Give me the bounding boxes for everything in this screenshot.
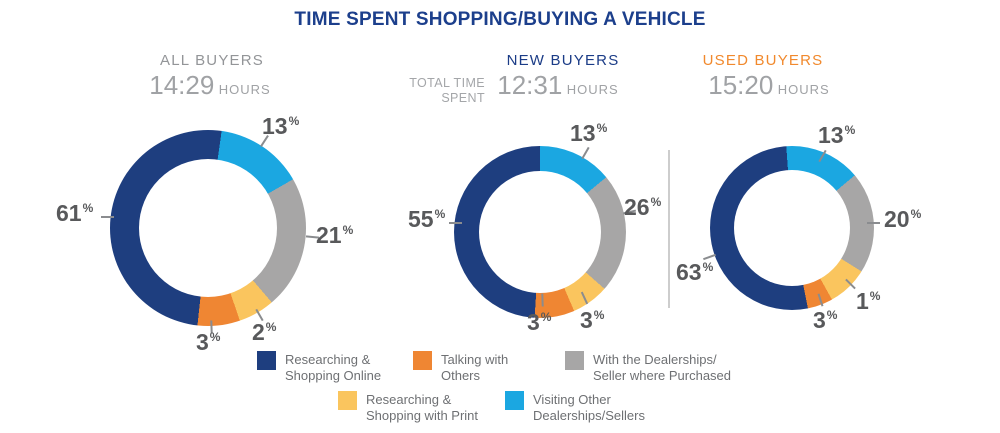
legend-swatch-orange [413,351,432,370]
legend-label-line: Others [441,368,481,384]
pct-value: 1 [856,288,869,314]
hours-unit-label: HOURS [218,82,271,97]
total-time-new-buyers: 12:31 HOURS [453,70,663,101]
percent-sign: % [540,310,552,324]
pct-label-shopping-online: 63% [676,261,713,284]
legend-swatch-lightblue [505,391,524,410]
pct-value: 13 [262,113,288,139]
pct-label-shopping-print: 2% [252,321,276,344]
percent-sign: % [869,289,881,303]
percent-sign: % [844,123,856,137]
percent-sign: % [434,207,446,221]
legend-label-line: Talking with [441,352,509,367]
chart-title-new-buyers: NEW BUYERS [506,52,620,69]
pct-label-visiting-other: 13% [570,122,607,145]
pct-value: 3 [196,329,209,355]
legend-label-line: Researching & [366,392,452,407]
hours-value: 15:20 [708,70,774,100]
pct-label-talking-others: 3% [527,311,551,334]
pct-value: 13 [570,120,596,146]
pct-label-shopping-online: 55% [408,208,445,231]
percent-sign: % [288,114,300,128]
legend-label-line: Shopping Online [285,368,382,384]
pct-label-shopping-print: 3% [580,309,604,332]
legend-label-line: Visiting Other [533,392,611,407]
total-time-used-buyers: 15:20 HOURS [664,70,874,101]
legend-item-visiting-other-dealerships: Visiting Other Dealerships/Sellers [505,391,645,425]
hours-unit-label: HOURS [566,82,619,97]
pct-value: 3 [580,307,593,333]
legend-label-line: Shopping with Print [366,408,479,424]
pct-label-visiting-other: 13% [262,115,299,138]
percent-sign: % [910,207,922,221]
chart-title-all-buyers: ALL BUYERS [160,52,264,69]
pct-value: 26 [624,194,650,220]
legend-item-with-the-dealerships: With the Dealerships/ Seller where Purch… [565,351,731,385]
pct-label-shopping-online: 61% [56,202,93,225]
percent-sign: % [265,320,277,334]
donut-ring-all-buyers [110,130,306,326]
tick-talking-others [541,293,544,307]
section-divider [668,150,670,308]
legend-label-line: Seller where Purchased [593,368,732,384]
pct-value: 61 [56,200,82,226]
tick-with-dealership [867,222,880,224]
hours-unit-label: HOURS [777,82,830,97]
legend-swatch-navy [257,351,276,370]
total-time-all-buyers: 14:29 HOURS [105,70,315,101]
legend-item-researching-shopping-print: Researching & Shopping with Print [338,391,478,425]
legend-item-researching-shopping-online: Researching & Shopping Online [257,351,381,385]
percent-sign: % [596,121,608,135]
pct-value: 2 [252,319,265,345]
legend-swatch-gray [565,351,584,370]
legend-label-line: With the Dealerships/ [593,352,717,367]
tick-shopping-online [449,222,462,224]
total-time-spent-label: TOTAL TIME SPENT [409,76,485,105]
pct-label-talking-others: 3% [813,309,837,332]
legend-swatch-yellow [338,391,357,410]
pct-label-with-dealership: 20% [884,208,921,231]
pct-value: 3 [813,307,826,333]
hours-value: 14:29 [149,70,215,100]
percent-sign: % [702,260,714,274]
pct-value: 13 [818,122,844,148]
tick-visiting-other [581,146,590,160]
hours-value: 12:31 [497,70,563,100]
donut-ring-new-buyers [454,146,626,318]
percent-sign: % [209,330,221,344]
legend-label-line: Researching & [285,352,371,367]
chart-title-used-buyers: USED BUYERS [702,52,824,69]
pct-value: 21 [316,222,342,248]
tick-shopping-online [101,216,114,218]
percent-sign: % [593,308,605,322]
percent-sign: % [650,195,662,209]
pct-label-talking-others: 3% [196,331,220,354]
percent-sign: % [826,308,838,322]
pct-value: 63 [676,259,702,285]
percent-sign: % [342,223,354,237]
legend-item-talking-with-others: Talking with Others [413,351,508,385]
pct-label-with-dealership: 21% [316,224,353,247]
pct-label-visiting-other: 13% [818,124,855,147]
pct-label-shopping-print: 1% [856,290,880,313]
pct-value: 55 [408,206,434,232]
pct-value: 20 [884,206,910,232]
legend-label-line: Dealerships/Sellers [533,408,645,424]
page-title: TIME SPENT SHOPPING/BUYING A VEHICLE [294,9,706,30]
pct-label-with-dealership: 26% [624,196,661,219]
donut-ring-used-buyers [710,146,874,310]
percent-sign: % [82,201,94,215]
pct-value: 3 [527,309,540,335]
